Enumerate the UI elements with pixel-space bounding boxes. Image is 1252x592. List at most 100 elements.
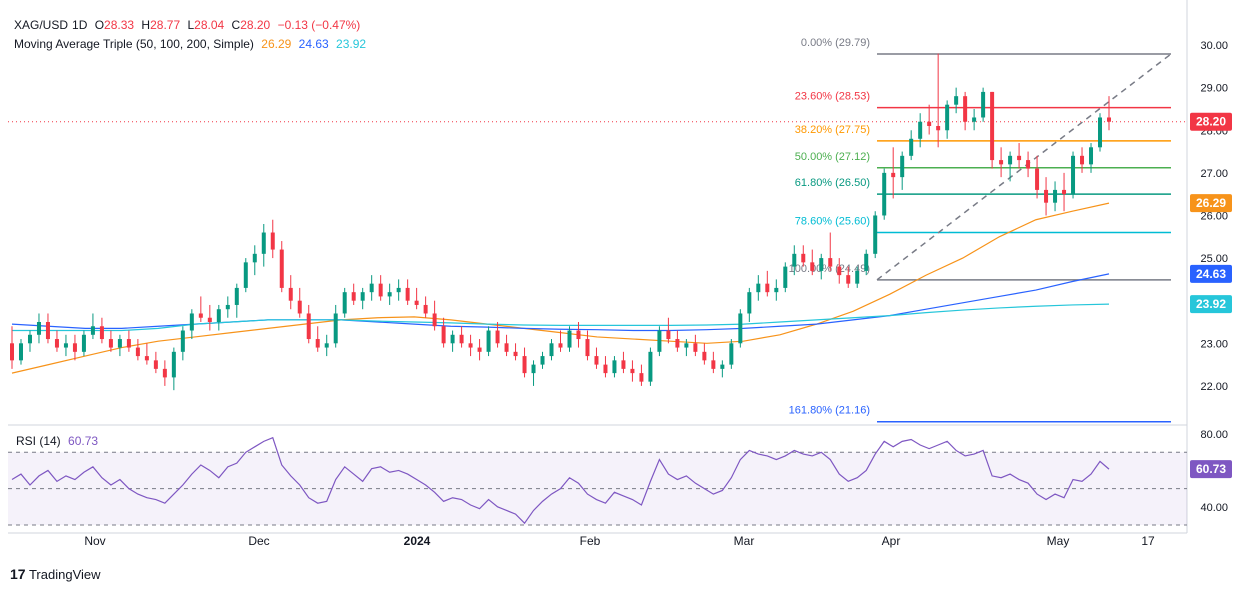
candle-body — [207, 317, 212, 322]
candle-body — [72, 343, 77, 352]
candle-body — [288, 287, 293, 301]
candle-body — [549, 343, 554, 357]
candle — [1026, 151, 1031, 178]
candle-body — [306, 313, 311, 340]
candle — [783, 262, 788, 293]
candle-body — [441, 326, 446, 344]
candle-body — [1107, 117, 1111, 122]
candle-body — [1098, 117, 1103, 148]
symbol-label[interactable]: XAG/USD — [14, 18, 69, 32]
candle — [450, 330, 455, 352]
rsi-badge: 60.73 — [1196, 462, 1226, 476]
candle — [189, 309, 194, 340]
candle-body — [342, 292, 347, 314]
candle — [405, 279, 410, 305]
candle — [486, 326, 491, 357]
ma50-value: 26.29 — [261, 37, 292, 51]
candle-body — [765, 283, 770, 293]
candle-body — [315, 339, 320, 348]
rsi-tick-label: 40.00 — [1200, 502, 1228, 514]
candle-body — [108, 339, 113, 348]
candle — [90, 313, 95, 340]
candle — [747, 287, 752, 322]
candle-body — [54, 339, 59, 348]
candle-body — [252, 253, 257, 263]
candle — [234, 283, 239, 318]
candle-body — [144, 356, 149, 361]
candle-body — [414, 300, 419, 305]
ma200-value: 23.92 — [336, 37, 367, 51]
price-tick-label: 22.00 — [1200, 381, 1228, 393]
ma100-badge-bg — [1190, 264, 1232, 283]
price-tick-label: 27.00 — [1200, 168, 1228, 180]
tradingview-logo[interactable]: 17 TradingView — [10, 566, 101, 582]
candle-body — [180, 330, 185, 352]
candle-body — [702, 351, 707, 361]
candle — [225, 296, 230, 318]
candle-body — [657, 330, 662, 352]
candle — [612, 356, 617, 378]
candle — [558, 330, 563, 352]
candle-body — [774, 287, 779, 293]
rsi-legend[interactable]: RSI (14) 60.73 — [16, 434, 102, 448]
interval-label[interactable]: 1D — [72, 18, 88, 32]
candle — [549, 339, 554, 361]
candle — [702, 343, 707, 365]
candle — [261, 224, 266, 267]
candle-body — [117, 339, 122, 348]
candle-body — [1035, 168, 1040, 190]
candle — [45, 313, 50, 344]
candle-body — [585, 339, 590, 357]
candle-body — [900, 155, 905, 178]
candle-body — [873, 215, 878, 254]
candle-body — [1089, 147, 1094, 165]
candle — [909, 130, 914, 161]
candle-body — [684, 343, 689, 348]
candle-body — [351, 292, 356, 301]
candle — [981, 87, 986, 122]
close-label: C — [231, 18, 241, 32]
fib-level-label: 161.80% (21.16) — [789, 405, 870, 417]
candle-body — [891, 172, 896, 178]
candle-body — [18, 343, 23, 361]
candle — [18, 339, 23, 365]
candle — [432, 300, 437, 331]
candle-body — [801, 253, 806, 263]
candle — [1053, 181, 1058, 212]
candle-body — [972, 117, 977, 122]
candle — [882, 168, 887, 220]
ma-legend[interactable]: Moving Average Triple (50, 100, 200, Sim… — [14, 37, 370, 51]
candle — [567, 326, 572, 352]
rsi-band — [8, 452, 1187, 525]
candle-body — [999, 160, 1004, 165]
candle-body — [837, 266, 842, 276]
time-tick-label: Dec — [248, 534, 269, 548]
candle — [297, 287, 302, 318]
candle — [945, 100, 950, 139]
candle — [396, 279, 401, 301]
candle — [1080, 147, 1085, 173]
candle — [855, 266, 860, 288]
candle-body — [126, 339, 131, 348]
ma50-badge: 26.29 — [1196, 196, 1226, 210]
candle-body — [432, 313, 437, 327]
candle — [36, 313, 41, 344]
time-tick-label: 17 — [1141, 534, 1155, 548]
candle — [1107, 96, 1111, 131]
candle-body — [10, 343, 14, 361]
candle-body — [828, 258, 833, 267]
candle-body — [783, 266, 788, 288]
candle — [630, 360, 635, 382]
candle-body — [648, 351, 653, 382]
candle-body — [756, 283, 761, 293]
time-tick-label: Feb — [580, 534, 601, 548]
candle-body — [945, 104, 950, 131]
candle-body — [1017, 155, 1022, 161]
candle — [711, 351, 716, 374]
candle — [801, 245, 806, 267]
time-tick-label: 2024 — [404, 534, 431, 548]
candle — [153, 351, 158, 374]
candle — [585, 330, 590, 361]
candle — [873, 211, 878, 259]
candle — [315, 326, 320, 352]
